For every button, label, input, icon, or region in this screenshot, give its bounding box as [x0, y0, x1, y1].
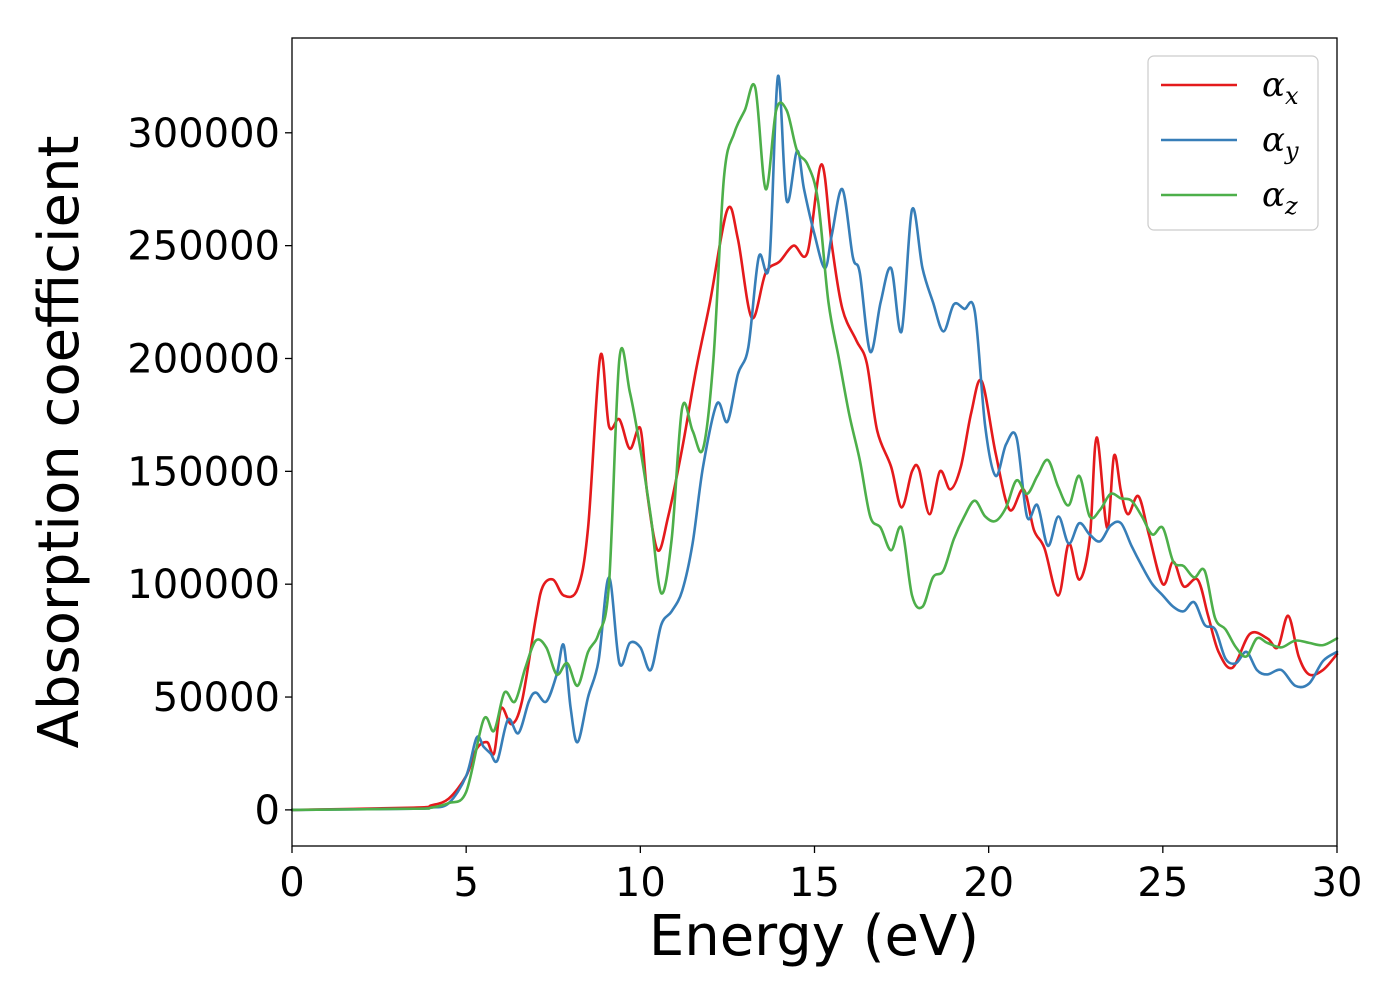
y-tick-label: 150000 — [127, 449, 280, 495]
legend-box — [1147, 55, 1319, 231]
x-tick-label: 5 — [453, 860, 478, 906]
y-tick-label: 100000 — [127, 562, 280, 608]
y-tick-label: 250000 — [127, 224, 280, 270]
x-tick-label: 0 — [279, 860, 304, 906]
y-axis-label: Absorption coefficient — [27, 136, 92, 749]
x-tick-label: 20 — [963, 860, 1014, 906]
series-layer — [290, 74, 1339, 812]
series-line-z — [290, 83, 1339, 812]
y-tick-label: 0 — [255, 788, 280, 834]
x-axis-label: Energy (eV) — [649, 904, 979, 969]
y-tick-label: 200000 — [127, 336, 280, 382]
series-line-x — [290, 163, 1339, 812]
x-tick-label: 30 — [1312, 860, 1363, 906]
x-axis: 0 5 10 15 20 25 30 — [279, 846, 1362, 906]
x-tick-label: 25 — [1137, 860, 1188, 906]
y-tick-label: 50000 — [153, 675, 280, 721]
y-tick-label: 300000 — [127, 111, 280, 157]
x-tick-label: 15 — [789, 860, 840, 906]
y-axis: 0 50000 100000 150000 200000 250000 300000 — [127, 111, 292, 834]
series-line-y — [290, 74, 1339, 812]
x-tick-label: 10 — [615, 860, 666, 906]
